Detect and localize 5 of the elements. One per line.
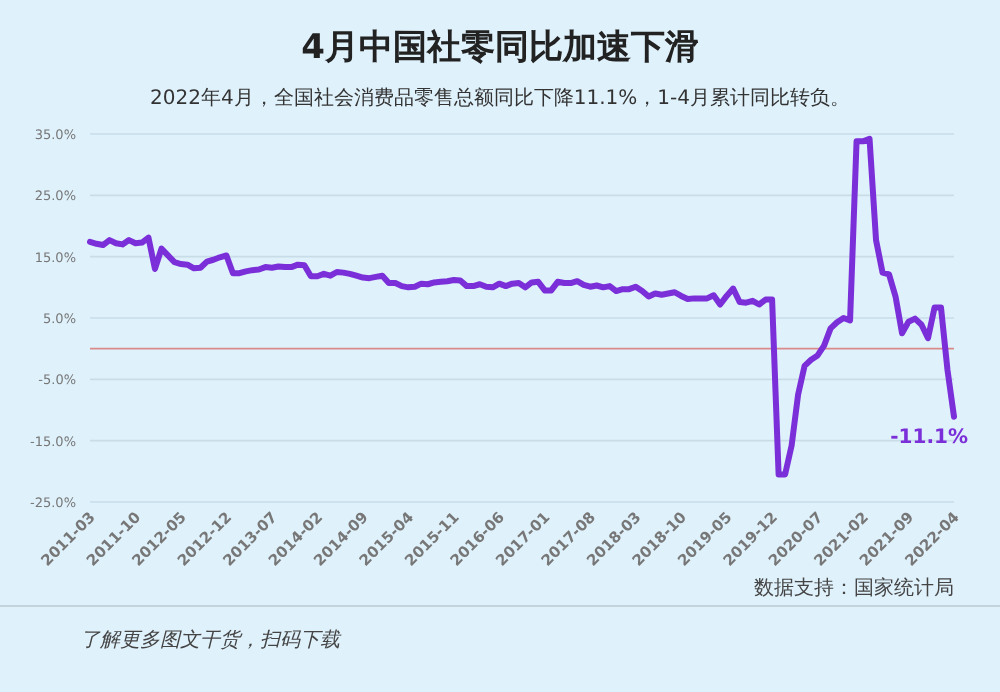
- text: 了解更多图文干货，扫码下载: [80, 628, 342, 652]
- annotation: -11.1%: [890, 426, 968, 449]
- chart-subtitle: 2022年4月，全国社会消费品零售总额同比下降11.1%，1-4月累计同比转负。: [150, 86, 850, 110]
- text: 数据支持：国家统计局: [754, 576, 954, 600]
- chart-title: 4月中国社零同比加速下滑: [301, 28, 699, 68]
